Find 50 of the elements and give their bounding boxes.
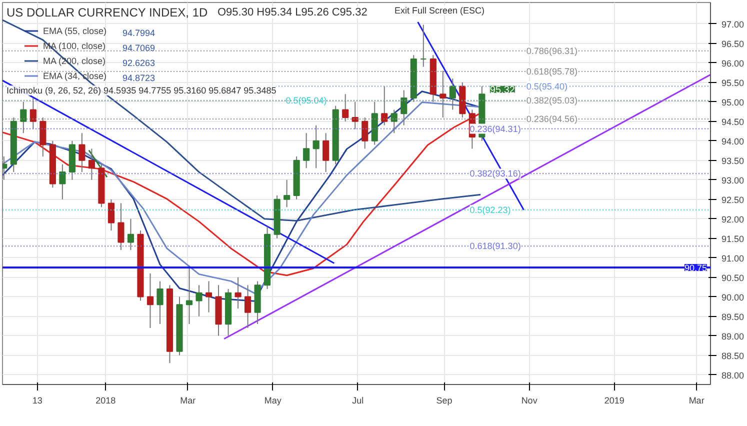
y-tick-label: 89.50 [722, 312, 744, 322]
y-tick-label: 93.00 [722, 175, 744, 186]
annotation: O95.30 H95.34 L95.26 C95.32 [218, 6, 368, 18]
x-tick-label: 2018 [96, 396, 116, 406]
ref-line-label: 0.236(94.31) [470, 124, 521, 134]
y-tick-label: 90.00 [722, 292, 744, 302]
annotation: Exit Full Screen (ESC) [394, 6, 485, 16]
ref-line-label: 0.618(91.30) [470, 241, 521, 252]
ref-line-label: 0.236(94.56) [526, 114, 578, 124]
y-tick-label: 96.50 [722, 38, 744, 49]
x-tick-label: Mar [688, 396, 704, 406]
y-tick-label: 97.00 [722, 19, 744, 30]
x-tick-label: 2019 [604, 396, 624, 406]
annotation: 92.6263 [122, 58, 156, 68]
y-tick-label: 88.00 [722, 370, 744, 380]
y-tick-label: 95.00 [722, 97, 744, 108]
ref-line-label: 0.5(95.04) [286, 95, 327, 106]
x-tick-label: Jul [352, 396, 364, 406]
ref-line-label: 0.382(95.03) [526, 96, 578, 106]
y-tick-label: 91.50 [722, 234, 744, 244]
ref-line-label: 0.5(95.40) [526, 81, 568, 92]
ref-line-label: 0.618(95.78) [526, 66, 578, 76]
chart-title: US DOLLAR CURRENCY INDEX, 1D [6, 6, 208, 20]
x-tick-label: Sep [436, 396, 452, 406]
y-tick-label: 95.50 [722, 78, 744, 88]
y-tick-label: 89.00 [722, 331, 744, 342]
annotation: Ichimoku (9, 26, 52, 26) 94.5935 94.7755 95.3160 95.6847 95.3485 [6, 86, 276, 96]
x-tick-label: 13 [32, 396, 42, 406]
y-tick-label: 94.00 [722, 136, 744, 146]
annotation: 94.7069 [122, 43, 156, 53]
y-tick-label: 94.50 [722, 116, 744, 127]
y-tick-label: 91.00 [722, 253, 744, 264]
ref-line-label: 90.75 [684, 263, 707, 274]
x-tick-label: Nov [521, 396, 538, 406]
y-tick-label: 92.50 [722, 194, 744, 205]
ref-line-label: 0.382(93.16) [470, 168, 521, 179]
y-tick-label: 93.50 [722, 156, 744, 166]
ref-line-label: 0.786(96.31) [526, 46, 578, 56]
y-tick-label: 92.00 [722, 214, 744, 224]
annotation: 94.7994 [122, 28, 156, 38]
legend-label: EMA (34, close) [43, 70, 107, 82]
x-tick-label: Mar [180, 396, 196, 406]
y-tick-label: 88.50 [722, 350, 744, 361]
y-tick-label: 90.50 [722, 272, 744, 283]
ref-line-label: 0.5(92.23) [470, 204, 511, 215]
x-tick-label: May [264, 396, 282, 406]
annotation: 95.32 [490, 84, 516, 96]
y-tick-label: 96.00 [722, 58, 744, 68]
legend-label: EMA (55, close) [43, 24, 107, 37]
annotation: 94.8723 [122, 73, 156, 83]
